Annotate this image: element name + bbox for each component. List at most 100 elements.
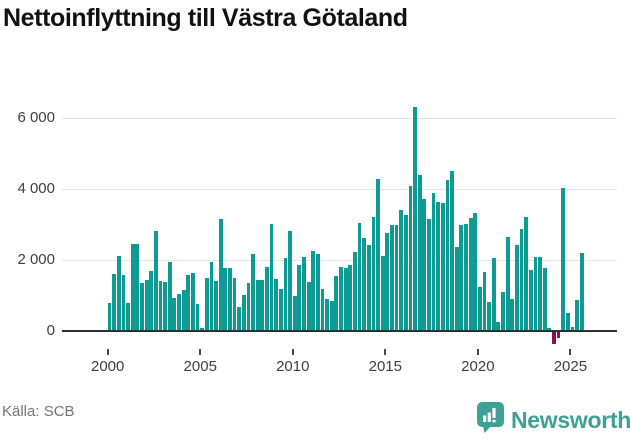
bar-2017Q4 [436, 201, 441, 331]
bar-2025Q3 [579, 252, 584, 331]
bar-2001Q2 [130, 244, 135, 331]
bar-2004Q3 [191, 273, 195, 331]
bar-2013Q2 [352, 251, 357, 331]
bar-2006Q1 [218, 219, 223, 331]
bar-2025Q1 [570, 326, 575, 331]
x-axis-tick-label: 2015 [368, 358, 402, 375]
bar-2017Q3 [431, 192, 436, 331]
source-attribution: Källa: SCB [2, 403, 75, 420]
bar-2014Q2 [371, 217, 376, 331]
bar-2014Q3 [376, 179, 380, 331]
bar-2023Q4 [547, 328, 552, 331]
bar-2024Q1 [552, 332, 556, 345]
bar-2016Q1 [403, 214, 408, 331]
bar-2022Q1 [514, 245, 519, 331]
bar-2003Q4 [177, 294, 181, 331]
bar-2016Q3 [413, 107, 417, 331]
bar-2014Q1 [366, 245, 371, 331]
bar-2023Q3 [542, 267, 547, 331]
bar-2020Q1 [477, 286, 482, 331]
x-axis-tick [106, 349, 109, 355]
bar-2005Q4 [214, 280, 218, 331]
bar-2019Q1 [459, 224, 464, 331]
bar-2007Q4 [251, 253, 255, 331]
bar-2011Q3 [320, 289, 325, 331]
bar-2015Q2 [390, 225, 394, 331]
bar-2004Q1 [181, 289, 186, 331]
bar-2013Q4 [362, 238, 367, 331]
bar-2012Q3 [339, 266, 343, 331]
bar-2016Q2 [408, 186, 413, 331]
bar-2018Q4 [454, 246, 459, 331]
x-axis-tick-label: 2005 [183, 358, 217, 375]
bar-2024Q3 [561, 187, 566, 331]
bar-2002Q1 [144, 280, 149, 331]
bar-2000Q4 [121, 275, 126, 331]
bar-2020Q3 [487, 301, 492, 331]
x-axis-tick-label: 2010 [276, 358, 310, 375]
bar-2004Q4 [195, 304, 200, 331]
bar-2015Q1 [385, 233, 390, 331]
gridline [62, 260, 617, 261]
bar-2017Q1 [422, 199, 427, 331]
bar-2008Q1 [255, 279, 260, 331]
y-axis-tick-label: 6 000 [17, 109, 55, 126]
y-axis-tick-label: 2 000 [17, 251, 55, 268]
bar-2001Q3 [135, 244, 140, 331]
bar-2015Q3 [394, 225, 399, 331]
bar-2019Q2 [464, 224, 468, 331]
bar-2002Q4 [158, 280, 163, 331]
bar-2020Q4 [491, 258, 496, 331]
bar-2021Q4 [510, 299, 515, 331]
bar-2010Q1 [292, 295, 297, 331]
bar-2000Q1 [107, 303, 112, 331]
bar-2015Q4 [399, 210, 404, 331]
bar-2007Q3 [246, 282, 251, 331]
bar-2016Q4 [417, 174, 422, 331]
page-title: Nettoinflyttning till Västra Götaland [3, 4, 408, 32]
bar-2007Q2 [241, 295, 246, 331]
bar-2018Q2 [445, 180, 450, 331]
bar-2008Q2 [260, 279, 265, 331]
x-axis-tick [199, 349, 202, 355]
x-axis-tick [476, 349, 479, 355]
bar-2017Q2 [427, 218, 431, 331]
bar-2002Q2 [149, 271, 154, 331]
bar-2010Q4 [306, 282, 311, 331]
x-axis-tick-label: 2020 [461, 358, 495, 375]
bar-2024Q2 [556, 332, 561, 338]
newsworthy-logo[interactable]: Newsworthy [477, 402, 631, 438]
bar-2005Q1 [200, 327, 205, 331]
bar-2022Q4 [528, 269, 533, 331]
bar-2022Q2 [519, 229, 524, 331]
bar-2006Q4 [232, 278, 237, 331]
x-axis-tick [384, 349, 387, 355]
bar-2003Q1 [163, 281, 168, 331]
bar-2006Q2 [223, 268, 228, 331]
bar-2005Q2 [204, 278, 209, 331]
x-axis-tick [569, 349, 572, 355]
bar-2022Q3 [524, 217, 529, 331]
bar-2025Q2 [575, 300, 579, 331]
bar-2021Q2 [501, 291, 505, 331]
y-axis-tick-label: 4 000 [17, 180, 55, 197]
gridline [62, 118, 617, 119]
bar-2010Q2 [297, 264, 302, 331]
x-axis-tick-label: 2025 [553, 358, 588, 375]
x-axis-line [62, 330, 617, 332]
bar-2011Q2 [315, 254, 320, 331]
bar-2021Q3 [505, 237, 510, 331]
gridline [62, 189, 617, 190]
bar-2001Q1 [126, 303, 130, 331]
bar-2012Q1 [329, 300, 334, 331]
x-axis-tick-label: 2000 [91, 358, 125, 375]
bar-2009Q3 [283, 258, 288, 331]
bar-2023Q1 [533, 256, 538, 331]
bar-2013Q1 [348, 264, 353, 331]
bar-2004Q2 [186, 275, 191, 331]
bar-2008Q4 [269, 224, 274, 331]
bar-2023Q2 [538, 256, 542, 331]
x-axis-tick [291, 349, 294, 355]
newsworthy-wordmark: Newsworthy [511, 406, 631, 433]
bar-2003Q2 [167, 261, 172, 331]
